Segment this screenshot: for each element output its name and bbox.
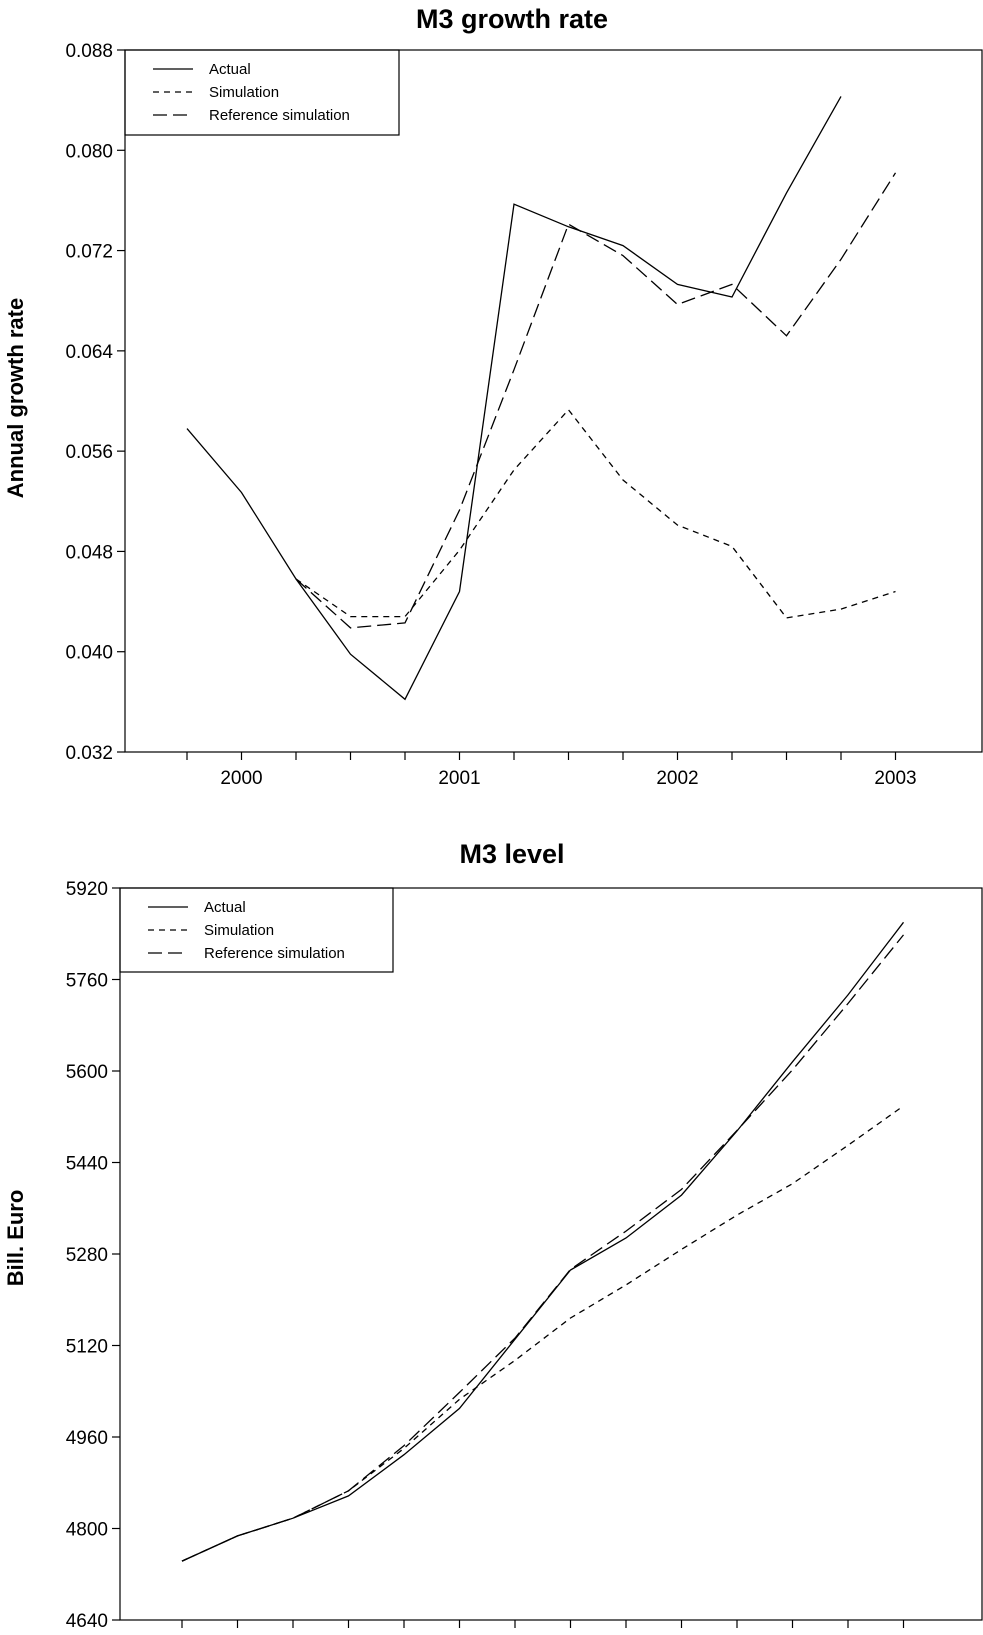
series-group xyxy=(186,96,897,701)
series-line-1 xyxy=(181,1105,904,1562)
growth-rate-chart: M3 growth rate Annual growth rate 0.0320… xyxy=(3,4,983,789)
y-tick-label: 4640 xyxy=(66,1611,108,1632)
series-line-0 xyxy=(186,96,842,701)
y-tick-label: 5120 xyxy=(66,1337,108,1358)
tick-group: 4640480049605120528054405600576059202000… xyxy=(66,879,905,1632)
series-line-1 xyxy=(295,408,896,619)
y-tick-label: 0.088 xyxy=(65,41,113,62)
y-tick-label: 5920 xyxy=(66,879,108,900)
chart-title: M3 growth rate xyxy=(416,4,608,34)
y-tick-label: 5760 xyxy=(66,971,108,992)
x-tick-label: 2001 xyxy=(438,768,480,789)
series-group xyxy=(181,921,905,1562)
y-tick-label: 0.032 xyxy=(65,743,113,764)
legend-box xyxy=(124,49,400,136)
level-chart: M3 level Bill. Euro 4640 4800 4960 5120 5280… xyxy=(3,839,983,1632)
legend-label: Simulation xyxy=(209,84,279,101)
y-tick-label: 0.080 xyxy=(65,141,113,162)
y-tick-label: 0.048 xyxy=(65,542,113,563)
y-tick-label: 4800 xyxy=(66,1520,108,1541)
y-tick-label: 0.072 xyxy=(65,242,113,263)
y-axis-label: Annual growth rate xyxy=(3,298,28,498)
chart-title: M3 level xyxy=(459,839,564,869)
series-line-2 xyxy=(295,172,897,629)
legend-label: Actual xyxy=(209,61,251,78)
series-line-0 xyxy=(181,921,905,1562)
y-tick-label: 0.040 xyxy=(65,643,113,664)
legend: Actual Simulation Reference simulation xyxy=(124,49,400,136)
legend: Actual Simulation Reference simulation xyxy=(119,887,394,973)
legend-label: Actual xyxy=(204,899,246,916)
y-tick-label: 4960 xyxy=(66,1428,108,1449)
legend-label: Reference simulation xyxy=(209,107,350,124)
y-tick-label: 0.064 xyxy=(65,342,113,363)
plot-frame xyxy=(124,49,983,753)
x-tick-label: 2003 xyxy=(874,768,916,789)
y-axis-label: Bill. Euro xyxy=(3,1190,28,1287)
y-tick-label: 5600 xyxy=(66,1062,108,1083)
x-tick-label: 2000 xyxy=(220,768,262,789)
legend-box xyxy=(119,887,394,973)
series-line-2 xyxy=(181,934,905,1562)
y-tick-label: 5440 xyxy=(66,1154,108,1175)
legend-label: Reference simulation xyxy=(204,945,345,962)
y-tick-label: 5280 xyxy=(66,1245,108,1266)
legend-label: Simulation xyxy=(204,922,274,939)
tick-group: 0.032 0.040 0.048 0.056 0.064 0.072 0.080 0.088… xyxy=(65,41,916,789)
x-tick-label: 2002 xyxy=(656,768,698,789)
y-tick-label: 0.056 xyxy=(65,442,113,463)
